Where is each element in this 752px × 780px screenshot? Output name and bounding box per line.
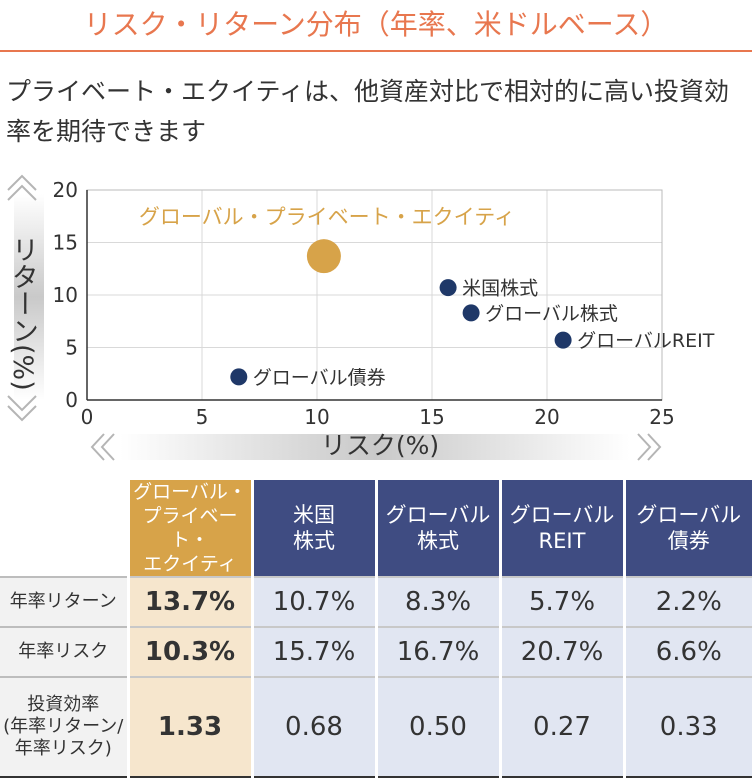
risk-return-table: グローバル・ プライベート・ エクイティ 米国 株式 グローバル 株式 グローバル REI… bbox=[0, 480, 752, 778]
data-label-private-equity: グローバル・プライベート・エクイティ bbox=[139, 205, 515, 229]
data-point bbox=[439, 279, 457, 297]
x-tick-label: 15 bbox=[419, 405, 444, 429]
up-chevron-icon bbox=[7, 174, 37, 191]
up-chevron-icon bbox=[7, 184, 37, 201]
data-label: 米国株式 bbox=[462, 278, 538, 300]
data-point bbox=[230, 368, 248, 386]
column-header-line: REIT bbox=[538, 529, 586, 553]
column-header-line: 株式 bbox=[417, 529, 459, 553]
column-header-line: グローバル bbox=[509, 503, 615, 527]
table-cell: 8.3% bbox=[374, 576, 500, 627]
table-cell: 13.7% bbox=[126, 576, 252, 627]
table-cell: 2.2% bbox=[622, 576, 752, 627]
column-header-line: 米国 bbox=[293, 503, 335, 527]
page-title: リスク・リターン分布（年率、米ドルベース） bbox=[83, 8, 669, 41]
y-axis-arrow-band bbox=[14, 194, 44, 400]
table-cell: 6.6% bbox=[622, 626, 752, 677]
title-divider bbox=[0, 50, 752, 52]
y-tick-label: 5 bbox=[65, 336, 78, 360]
table-cell: 10.7% bbox=[250, 576, 376, 627]
risk-return-scatter-chart: 0 5 10 15 20 25 0 5 10 15 20 グローバル・プライベート・エクイティ米国株式… bbox=[7, 174, 715, 461]
table-cell: 15.7% bbox=[250, 626, 376, 677]
table-cell: 0.50 bbox=[374, 676, 500, 778]
column-header-line: エクイティ bbox=[143, 553, 237, 575]
header-global-equity: グローバル 株式 bbox=[374, 480, 500, 577]
data-label: グローバル債券 bbox=[253, 367, 386, 389]
y-tick-label: 10 bbox=[53, 283, 78, 307]
data-label: グローバルREIT bbox=[577, 330, 715, 352]
data-point-private-equity bbox=[306, 239, 341, 274]
table-row: 年率リスク 10.3% 15.7% 16.7% 20.7% 6.6% bbox=[0, 626, 752, 677]
left-chevron-icon bbox=[100, 433, 115, 461]
column-header-line: グローバル bbox=[385, 503, 491, 527]
table-cell: 16.7% bbox=[374, 626, 500, 677]
table-cell: 0.68 bbox=[250, 676, 376, 778]
row-header: 投資効率 (年率リターン/年率リスク) bbox=[0, 676, 128, 778]
x-tick-label: 25 bbox=[649, 405, 674, 429]
right-chevron-icon bbox=[637, 433, 652, 461]
header-private-equity: グローバル・ プライベート・ エクイティ bbox=[126, 480, 252, 577]
table-row: 投資効率 (年率リターン/年率リスク) 1.33 0.68 0.50 0.27 0.33 bbox=[0, 676, 752, 778]
x-tick-label: 0 bbox=[81, 405, 94, 429]
y-axis-label: リターン(%) bbox=[7, 235, 38, 391]
lead-text: プライベート・エクイティは、他資産対比で相対的に高い投資効率を期待できます bbox=[6, 77, 730, 146]
column-header-line: プライベート・ bbox=[142, 505, 238, 551]
column-header-line: 株式 bbox=[293, 529, 335, 553]
y-tick-label: 15 bbox=[53, 231, 78, 255]
header-global-reit: グローバル REIT bbox=[498, 480, 624, 577]
row-header: 年率リスク bbox=[0, 626, 128, 677]
table-cell: 0.27 bbox=[498, 676, 624, 778]
column-header-line: グローバル・ bbox=[133, 481, 247, 503]
x-tick-label: 5 bbox=[196, 405, 209, 429]
table-cell: 20.7% bbox=[498, 626, 624, 677]
column-header-line: 債券 bbox=[667, 529, 710, 553]
row-header: 年率リターン bbox=[0, 576, 128, 627]
data-label: グローバル株式 bbox=[485, 303, 618, 325]
y-tick-label: 0 bbox=[65, 388, 78, 412]
table-cell: 5.7% bbox=[498, 576, 624, 627]
table-cell: 1.33 bbox=[126, 676, 252, 778]
header-us-equity: 米国 株式 bbox=[250, 480, 376, 577]
x-axis-label: リスク(%) bbox=[320, 431, 440, 460]
data-point bbox=[554, 331, 572, 349]
column-header-line: グローバル bbox=[636, 503, 742, 527]
down-chevron-icon bbox=[7, 405, 37, 422]
x-tick-label: 20 bbox=[534, 405, 559, 429]
x-tick-label: 10 bbox=[304, 405, 329, 429]
left-chevron-icon bbox=[90, 433, 105, 461]
down-chevron-icon bbox=[7, 395, 37, 412]
y-tick-label: 20 bbox=[53, 178, 78, 202]
data-point bbox=[462, 304, 480, 322]
x-axis-arrow-band bbox=[120, 434, 630, 460]
header-global-bond: グローバル 債券 bbox=[622, 480, 752, 577]
table-cell: 10.3% bbox=[126, 626, 252, 677]
table-corner bbox=[0, 480, 128, 577]
table-row: 年率リターン 13.7% 10.7% 8.3% 5.7% 2.2% bbox=[0, 576, 752, 627]
right-chevron-icon bbox=[647, 433, 662, 461]
table-cell: 0.33 bbox=[622, 676, 752, 778]
